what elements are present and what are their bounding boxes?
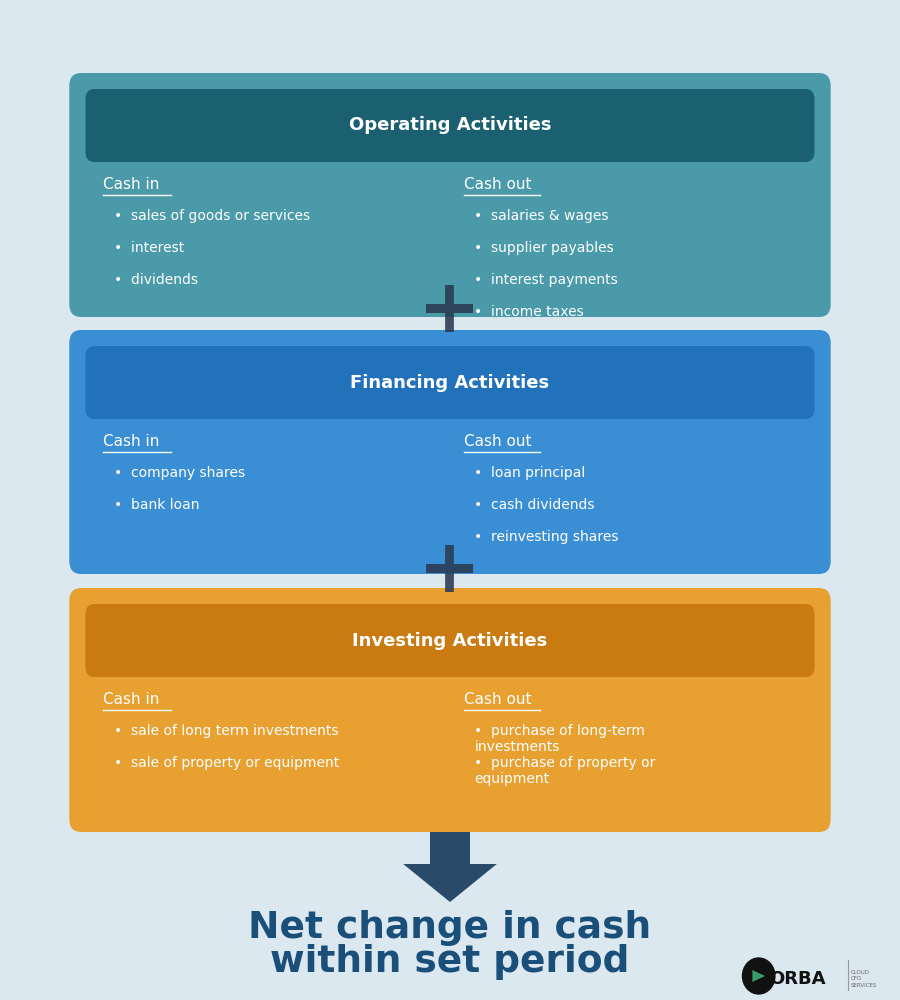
- Text: Operating Activities: Operating Activities: [349, 116, 551, 134]
- Text: •  interest: • interest: [114, 241, 184, 255]
- FancyBboxPatch shape: [69, 73, 831, 317]
- Text: •  cash dividends: • cash dividends: [474, 498, 595, 512]
- Text: •  sales of goods or services: • sales of goods or services: [114, 209, 310, 223]
- Polygon shape: [403, 864, 497, 902]
- Text: ORBA: ORBA: [770, 970, 826, 988]
- Polygon shape: [752, 970, 765, 982]
- Text: •  bank loan: • bank loan: [114, 498, 200, 512]
- Text: •  purchase of long-term
investments: • purchase of long-term investments: [474, 724, 645, 754]
- Text: within set period: within set period: [270, 944, 630, 980]
- Text: •  loan principal: • loan principal: [474, 466, 586, 480]
- Text: Cash in: Cash in: [104, 434, 160, 449]
- Text: •  income taxes: • income taxes: [474, 305, 584, 319]
- Text: •  company shares: • company shares: [114, 466, 246, 480]
- FancyBboxPatch shape: [430, 832, 470, 864]
- Text: CLOUD
CFO
SERVICES: CLOUD CFO SERVICES: [850, 970, 877, 988]
- FancyBboxPatch shape: [86, 604, 814, 677]
- Text: +: +: [418, 536, 482, 608]
- FancyBboxPatch shape: [86, 89, 814, 162]
- Text: Net change in cash: Net change in cash: [248, 910, 652, 946]
- Text: Cash out: Cash out: [464, 177, 531, 192]
- Text: •  reinvesting shares: • reinvesting shares: [474, 530, 619, 544]
- Text: Investing Activities: Investing Activities: [353, 632, 547, 650]
- Text: Cash out: Cash out: [464, 692, 531, 707]
- Text: •  purchase of property or
equipment: • purchase of property or equipment: [474, 756, 656, 786]
- Text: Cash out: Cash out: [464, 434, 531, 449]
- Text: •  sale of property or equipment: • sale of property or equipment: [114, 756, 339, 770]
- Text: •  sale of long term investments: • sale of long term investments: [114, 724, 338, 738]
- Circle shape: [742, 958, 775, 994]
- Text: •  salaries & wages: • salaries & wages: [474, 209, 608, 223]
- Text: •  dividends: • dividends: [114, 273, 198, 287]
- Text: Cash in: Cash in: [104, 692, 160, 707]
- FancyBboxPatch shape: [69, 330, 831, 574]
- Text: •  supplier payables: • supplier payables: [474, 241, 614, 255]
- Text: Financing Activities: Financing Activities: [350, 374, 550, 392]
- Text: •  interest payments: • interest payments: [474, 273, 618, 287]
- FancyBboxPatch shape: [69, 588, 831, 832]
- FancyBboxPatch shape: [86, 346, 814, 419]
- Text: +: +: [418, 275, 482, 349]
- Text: Cash in: Cash in: [104, 177, 160, 192]
